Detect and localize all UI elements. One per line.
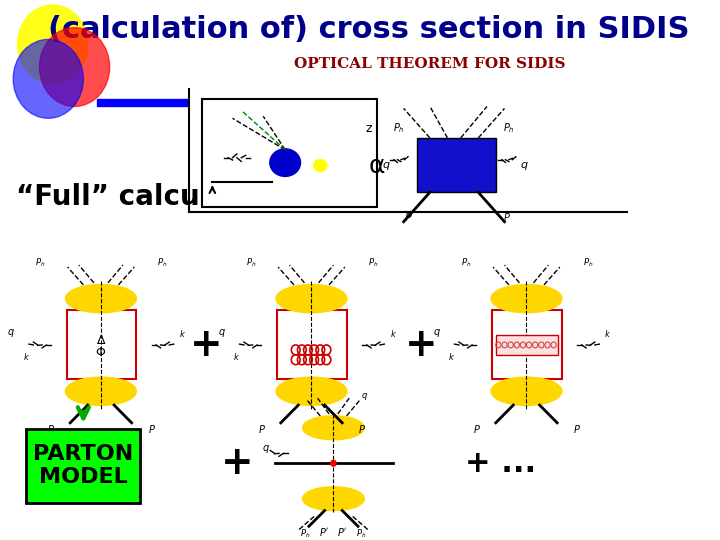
Text: $P_h$: $P_h$ bbox=[300, 528, 310, 540]
Ellipse shape bbox=[302, 487, 364, 510]
Text: $P_h$: $P_h$ bbox=[35, 257, 45, 269]
Text: $P_h$: $P_h$ bbox=[246, 257, 256, 269]
Text: $P_h$: $P_h$ bbox=[393, 121, 405, 135]
Text: + ...: + ... bbox=[464, 449, 536, 478]
Text: $P$: $P$ bbox=[573, 423, 581, 435]
Ellipse shape bbox=[276, 285, 346, 313]
Text: $k$: $k$ bbox=[449, 352, 456, 362]
Text: $P_h$: $P_h$ bbox=[461, 257, 471, 269]
Ellipse shape bbox=[276, 377, 346, 405]
Text: $k$: $k$ bbox=[179, 328, 186, 339]
Text: $P_h$: $P_h$ bbox=[157, 257, 168, 269]
Text: $q$: $q$ bbox=[433, 327, 441, 339]
Text: $P_h$: $P_h$ bbox=[356, 528, 366, 540]
FancyBboxPatch shape bbox=[202, 99, 377, 207]
FancyBboxPatch shape bbox=[417, 138, 496, 192]
FancyBboxPatch shape bbox=[67, 310, 136, 380]
FancyBboxPatch shape bbox=[277, 310, 346, 380]
Text: $k$: $k$ bbox=[23, 352, 30, 362]
Ellipse shape bbox=[314, 160, 327, 172]
Text: $q$: $q$ bbox=[262, 443, 270, 455]
Text: $P$: $P$ bbox=[359, 423, 366, 435]
Ellipse shape bbox=[270, 149, 300, 177]
Text: $P_h$: $P_h$ bbox=[582, 257, 593, 269]
Text: $P_h$: $P_h$ bbox=[368, 257, 378, 269]
Text: $q$: $q$ bbox=[218, 327, 226, 339]
Text: $k$: $k$ bbox=[233, 352, 240, 362]
Text: +: + bbox=[405, 326, 438, 364]
Ellipse shape bbox=[66, 377, 136, 405]
Text: PARTON
MODEL: PARTON MODEL bbox=[33, 443, 133, 487]
Text: $P$: $P$ bbox=[404, 211, 413, 223]
Text: $q$: $q$ bbox=[521, 160, 529, 172]
FancyBboxPatch shape bbox=[496, 335, 558, 355]
Text: $k$: $k$ bbox=[605, 328, 611, 339]
Ellipse shape bbox=[491, 377, 562, 405]
Ellipse shape bbox=[302, 416, 364, 440]
Text: $k$: $k$ bbox=[390, 328, 397, 339]
Text: $P'$: $P'$ bbox=[320, 526, 330, 538]
Text: $P$: $P$ bbox=[503, 211, 511, 223]
Circle shape bbox=[330, 460, 336, 466]
Circle shape bbox=[17, 5, 88, 84]
Text: $q$: $q$ bbox=[7, 327, 15, 339]
Text: $P$: $P$ bbox=[47, 423, 55, 435]
Circle shape bbox=[13, 39, 84, 118]
Ellipse shape bbox=[66, 285, 136, 313]
Text: +: + bbox=[190, 326, 222, 364]
Text: (calculation of) cross section in SIDIS: (calculation of) cross section in SIDIS bbox=[48, 15, 689, 44]
Text: $q$: $q$ bbox=[361, 391, 368, 402]
Ellipse shape bbox=[491, 285, 562, 313]
Text: $P$: $P$ bbox=[258, 423, 266, 435]
Text: $P_h$: $P_h$ bbox=[503, 121, 515, 135]
Text: “Full” calculation: “Full” calculation bbox=[16, 183, 289, 211]
Text: $P$: $P$ bbox=[472, 423, 480, 435]
FancyBboxPatch shape bbox=[27, 429, 140, 503]
Text: α: α bbox=[369, 153, 385, 178]
Circle shape bbox=[40, 28, 109, 106]
Text: $P$: $P$ bbox=[148, 423, 156, 435]
Text: $q$: $q$ bbox=[300, 391, 306, 402]
Text: OPTICAL THEOREM FOR SIDIS: OPTICAL THEOREM FOR SIDIS bbox=[294, 57, 566, 71]
Text: +: + bbox=[220, 444, 253, 482]
Text: z: z bbox=[365, 122, 372, 134]
FancyBboxPatch shape bbox=[492, 310, 562, 380]
Text: $\Phi$: $\Phi$ bbox=[95, 346, 107, 359]
Text: $P'$: $P'$ bbox=[337, 526, 348, 538]
Text: $q$: $q$ bbox=[382, 160, 390, 172]
Text: $\Delta$: $\Delta$ bbox=[96, 334, 106, 347]
